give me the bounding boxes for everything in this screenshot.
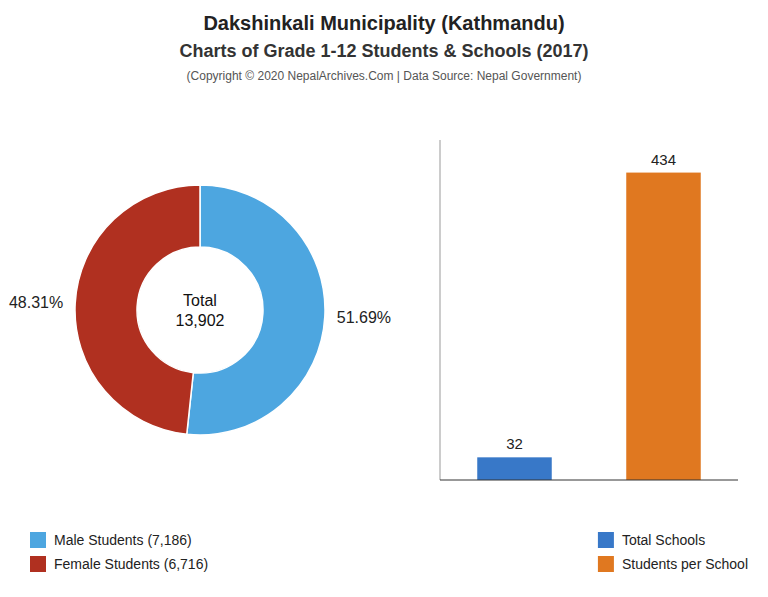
legend-swatch <box>30 532 46 548</box>
data-label: 48.31% <box>9 294 63 311</box>
center-label: Total 13,902 <box>176 292 225 329</box>
pie-slice <box>187 185 325 435</box>
bar <box>626 173 701 480</box>
center-label-line: Total <box>183 292 217 309</box>
legend-label: Male Students (7,186) <box>54 532 192 548</box>
x-axis-line <box>440 480 738 481</box>
legend-swatch <box>598 556 614 572</box>
pie-slice <box>75 185 200 434</box>
data-label: 32 <box>506 435 523 452</box>
legend-label: Total Schools <box>622 532 705 548</box>
data-label: 434 <box>651 151 676 168</box>
chart-root: Dakshinkali Municipality (Kathmandu) Char… <box>0 0 768 597</box>
y-axis-line <box>440 140 441 480</box>
subtitle: Charts of Grade 1-12 Students & Schools … <box>179 41 588 61</box>
legend: Male Students (7,186) Female Students (6,… <box>30 532 208 572</box>
legend-label: Students per School <box>622 556 748 572</box>
data-label: 51.69% <box>337 309 391 326</box>
background <box>0 0 768 597</box>
legend-swatch <box>598 532 614 548</box>
title: Dakshinkali Municipality (Kathmandu) <box>203 12 564 34</box>
bar <box>477 457 552 480</box>
bar-chart: 32 434 Total Schools Students per School <box>440 140 748 572</box>
legend-label: Female Students (6,716) <box>54 556 208 572</box>
bars <box>477 173 701 480</box>
center-label-line: 13,902 <box>176 312 225 329</box>
pie-chart: 51.69% 48.31% Total 13,902 Male Students (7,… <box>9 185 391 572</box>
legend-swatch <box>30 556 46 572</box>
legend: Total Schools Students per School <box>598 532 748 572</box>
header-note: (Copyright © 2020 NepalArchives.Com | Da… <box>187 69 582 83</box>
